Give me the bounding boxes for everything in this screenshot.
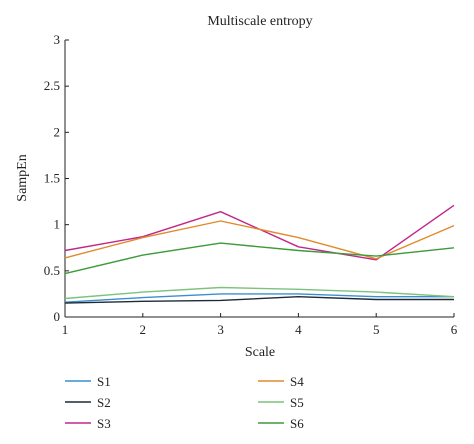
legend-item-s5: S5 [258, 395, 304, 410]
series-layer [64, 204, 455, 304]
y-tick-label: 3 [54, 32, 61, 47]
x-tick-label: 5 [373, 322, 380, 337]
series-line-s6 [64, 242, 455, 275]
series-line-s5 [64, 286, 455, 300]
x-axis-title: Scale [245, 345, 275, 360]
y-tick-label: 2 [54, 124, 61, 139]
legend-label: S4 [290, 374, 304, 389]
legend-label: S5 [290, 395, 304, 410]
chart-title: Multiscale entropy [207, 14, 312, 29]
series-line-s3 [64, 204, 455, 261]
y-tick-label: 0 [54, 309, 61, 324]
axes: 0 0.5 1 1.5 2 2.5 3 1 2 3 4 5 6 [44, 32, 458, 337]
x-tick-label: 1 [62, 322, 69, 337]
legend-item-s6: S6 [258, 416, 304, 431]
y-tick-label: 1 [54, 217, 61, 232]
x-tick-label: 6 [451, 322, 458, 337]
y-tick-label: 0.5 [44, 263, 60, 278]
legend-label: S2 [97, 395, 111, 410]
legend-item-s2: S2 [65, 395, 111, 410]
series-line-s2 [64, 296, 454, 304]
legend-label: S1 [97, 374, 111, 389]
legend-label: S3 [97, 416, 111, 431]
legend-item-s4: S4 [258, 374, 304, 389]
legend-label: S6 [290, 416, 304, 431]
x-tick-label: 3 [217, 322, 224, 337]
series-line-s4 [64, 220, 455, 260]
x-tick-label: 2 [140, 322, 147, 337]
legend-item-s3: S3 [65, 416, 111, 431]
y-tick-label: 1.5 [44, 171, 60, 186]
legend-item-s1: S1 [65, 374, 111, 389]
y-tick-label: 2.5 [44, 78, 60, 93]
series-line-s1 [64, 293, 454, 303]
x-tick-label: 4 [295, 322, 302, 337]
legend: S1 S2 S3 S4 S5 S6 [65, 374, 304, 431]
y-axis-title: SampEn [15, 154, 30, 201]
